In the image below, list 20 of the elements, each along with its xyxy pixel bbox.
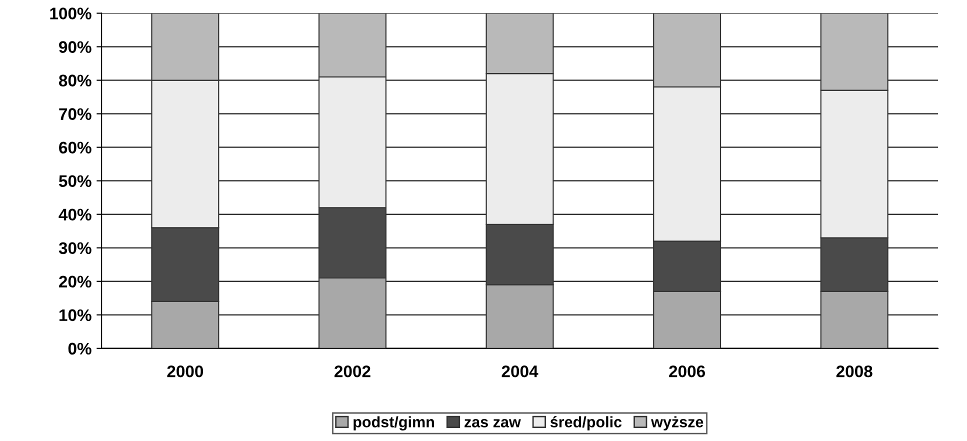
x-tick-label: 2000: [167, 365, 204, 378]
y-tick-label: 0%: [68, 342, 92, 355]
legend-label: zas zaw: [464, 419, 521, 428]
y-tick-label: 20%: [59, 276, 92, 288]
y-tick-label: 90%: [59, 41, 92, 53]
legend-label: podst/gimn: [354, 416, 434, 431]
y-tick-label: 60%: [59, 142, 92, 154]
x-tick-label: 2006: [669, 365, 705, 378]
y-tick-label: 70%: [59, 108, 92, 120]
y-tick-label: 10%: [60, 309, 92, 322]
y-tick-label: 30%: [58, 242, 92, 254]
y-tick-label: 100%: [50, 8, 92, 20]
x-tick-label: 2002: [334, 365, 370, 378]
x-tick-label: 2004: [502, 365, 538, 378]
legend-label: śred/polic: [550, 416, 622, 430]
y-tick-label: 80%: [58, 74, 92, 86]
y-tick-label: 40%: [58, 208, 92, 221]
legend-label: wyższe: [651, 416, 704, 430]
x-tick-label: 2008: [836, 365, 872, 378]
y-tick-label: 50%: [58, 175, 92, 188]
